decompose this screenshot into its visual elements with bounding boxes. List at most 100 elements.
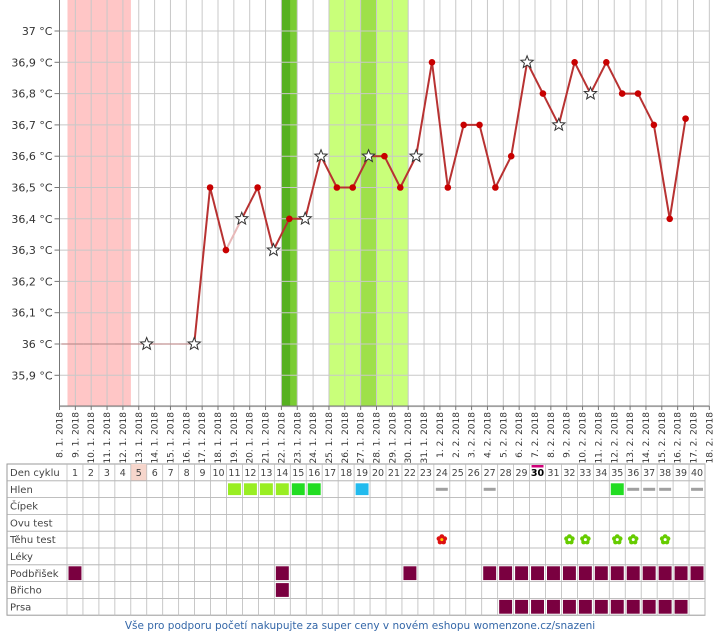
podbrisek-mark: [515, 566, 529, 581]
prsa-mark: [594, 599, 608, 614]
cycle-table: Den cyklu Hlen Čípek Ovu test Těhu test Léky P…: [6, 463, 706, 616]
bbt-chart: 37 °C 36,9 °C 36,8 °C 36,7 °C 36,6 °C 36,5 °C…: [6, 0, 715, 616]
temperature-series: [61, 54, 689, 351]
band-ovulation-light: [290, 0, 298, 406]
table-row-label: Podbřišek: [10, 568, 59, 580]
series-segment: [351, 155, 370, 188]
temperature-point: [381, 152, 388, 160]
x-tick-label: 7. 2. 2018: [531, 412, 541, 458]
temperature-point: [618, 90, 626, 97]
podbrisek-mark: [499, 566, 513, 581]
day-number: 17: [324, 468, 336, 479]
prsa-mark: [626, 599, 640, 614]
x-tick-label: 18. 2. 2018: [705, 412, 715, 464]
temperature-star-point: [139, 336, 155, 351]
day-number: 33: [579, 468, 591, 479]
x-tick-label: 17. 1. 2018: [198, 412, 208, 464]
hlen-green-mark: [307, 483, 321, 496]
temperature-star-point: [361, 148, 377, 163]
x-tick-label: 13. 1. 2018: [135, 412, 145, 464]
x-tick-label: 9. 2. 2018: [563, 412, 573, 458]
day-number: 34: [595, 468, 607, 479]
prsa-mark: [547, 599, 560, 614]
x-tick-label: 19. 1. 2018: [230, 412, 240, 464]
green-flower-icon: [627, 534, 639, 545]
podbrisek-mark: [403, 566, 417, 581]
day-number: 30: [531, 468, 545, 479]
series-segment: [225, 218, 243, 251]
day-number: 1: [72, 468, 78, 479]
x-tick-label: 10. 2. 2018: [579, 412, 589, 464]
flower-petal: [612, 536, 617, 542]
temperature-star-point: [186, 336, 202, 351]
x-tick-label: 15. 1. 2018: [166, 412, 176, 464]
y-tick-label: 36,3 °C: [11, 244, 52, 257]
flower-center: [440, 538, 444, 542]
temperature-star-point: [265, 242, 281, 257]
series-segment: [526, 61, 544, 95]
temperature-star-point: [519, 54, 535, 69]
y-tick-label: 36 °C: [22, 338, 53, 351]
green-flower-icon: [659, 534, 671, 545]
y-axis-ticks: 37 °C 36,9 °C 36,8 °C 36,7 °C 36,6 °C 36,5 °C…: [11, 25, 60, 382]
temperature-point: [666, 215, 674, 223]
day-number: 40: [691, 468, 703, 479]
day-number: 4: [120, 468, 126, 479]
table-row-label: Hlen: [10, 485, 33, 496]
band-fertile-peak: [360, 0, 377, 406]
day-number: 24: [436, 468, 448, 479]
series-segment: [320, 155, 338, 188]
temperature-star-point: [313, 148, 329, 163]
podbrisek-mark: [68, 566, 82, 581]
green-flower-icon: [580, 534, 591, 545]
y-tick-label: 36,1 °C: [11, 307, 52, 320]
x-tick-label: 16. 2. 2018: [674, 412, 684, 464]
x-tick-label: 2. 2. 2018: [452, 412, 462, 458]
promo-footer-link[interactable]: Vše pro podporu početí nakupujte za supe…: [124, 620, 596, 632]
x-tick-label: 13. 2. 2018: [626, 412, 636, 464]
day-number: 6: [152, 468, 158, 479]
day-number: 10: [212, 468, 224, 479]
podbrisek-mark: [275, 566, 289, 581]
green-flower-icon: [612, 534, 623, 545]
day-number: 14: [276, 468, 288, 479]
series-segment: [272, 218, 291, 251]
hlen-dash-mark: [691, 487, 703, 491]
series-segment: [399, 155, 418, 188]
flower-center: [615, 538, 619, 542]
x-tick-label: 5. 2. 2018: [499, 412, 509, 458]
x-tick-label: 11. 2. 2018: [594, 412, 604, 464]
podbrisek-mark: [658, 566, 672, 581]
series-segment: [494, 155, 513, 188]
y-tick-label: 36,2 °C: [11, 275, 52, 288]
y-tick-label: 36,9 °C: [11, 56, 52, 69]
series-segment: [430, 62, 449, 188]
hlen-lime-mark: [228, 483, 241, 496]
hlen-dash-mark: [659, 487, 672, 491]
temperature-point: [444, 184, 452, 191]
x-tick-label: 12. 1. 2018: [119, 412, 129, 464]
day-number: 31: [547, 468, 559, 479]
temperature-point: [206, 184, 214, 191]
temperature-star-point: [234, 210, 250, 226]
x-tick-label: 4. 2. 2018: [483, 412, 493, 458]
x-axis-ticks: 8. 1. 2018 9. 1. 2018 10. 1. 2018 11. 1. 20…: [56, 406, 715, 464]
x-tick-label: 17. 2. 2018: [690, 412, 700, 464]
temperature-point: [222, 246, 230, 254]
x-tick-label: 31. 1. 2018: [420, 412, 430, 464]
series-segment: [446, 124, 465, 188]
podbrisek-mark: [531, 566, 544, 581]
temperature-point: [349, 184, 357, 191]
x-tick-label: 8. 2. 2018: [547, 412, 557, 458]
day-number: 32: [563, 468, 575, 479]
y-tick-label: 36,8 °C: [11, 88, 52, 101]
day-number: 18: [340, 468, 352, 479]
day-number: 7: [168, 468, 174, 479]
podbrisek-mark: [547, 566, 560, 581]
current-day-indicator: [531, 465, 544, 468]
x-tick-label: 14. 2. 2018: [642, 412, 652, 464]
x-tick-label: 9. 1. 2018: [71, 412, 81, 458]
x-tick-label: 29. 1. 2018: [388, 412, 398, 464]
hlen-green-mark: [610, 483, 624, 496]
temperature-point: [476, 121, 483, 129]
